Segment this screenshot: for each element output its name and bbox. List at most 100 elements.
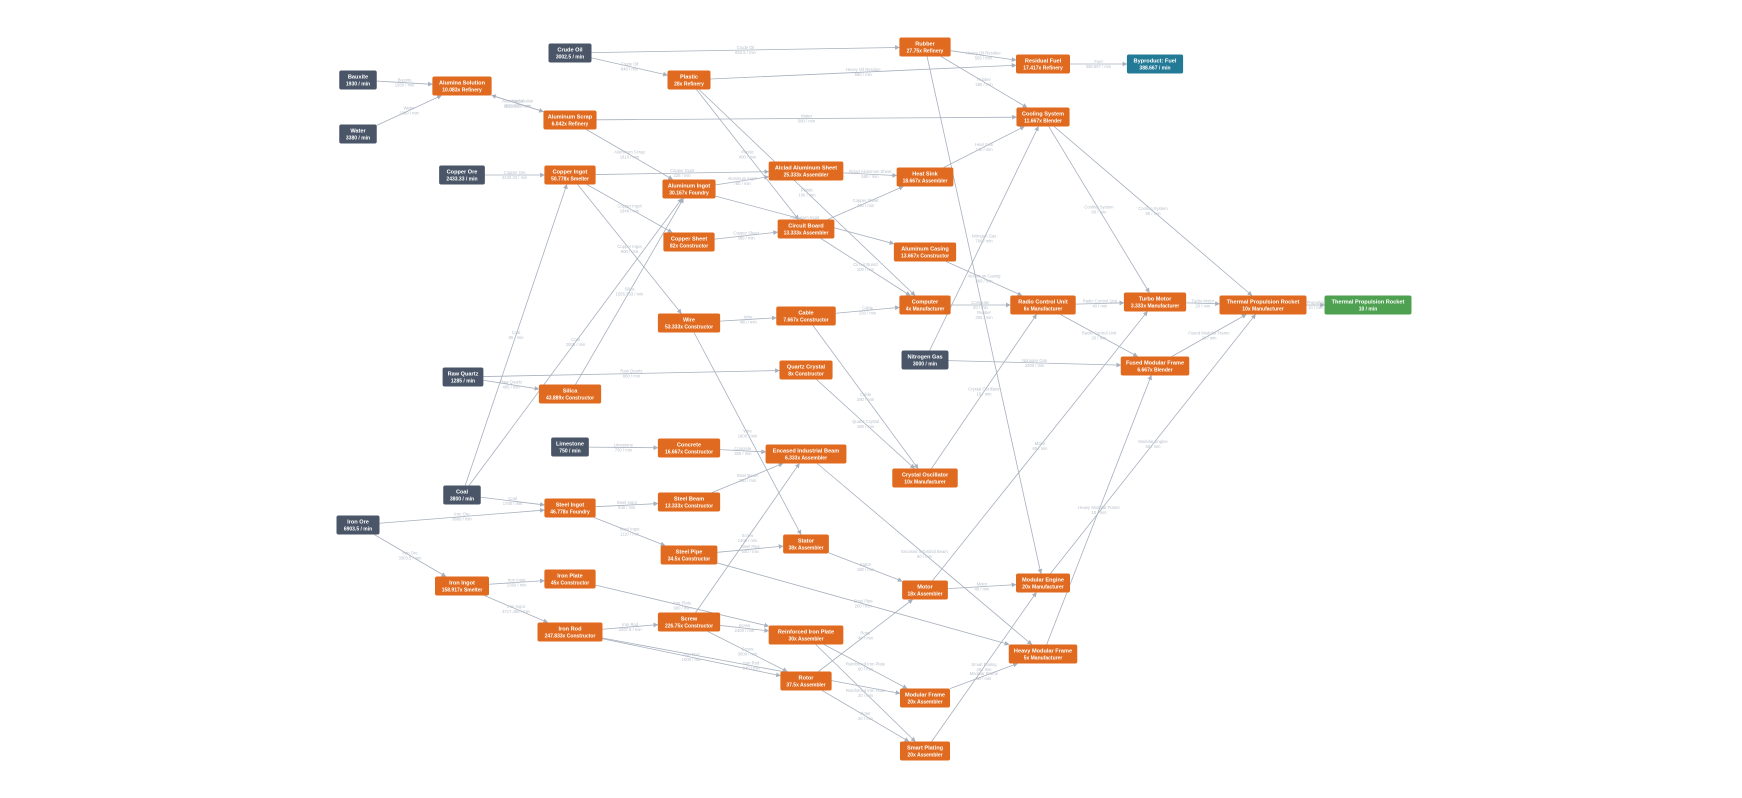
node-box[interactable] (662, 179, 716, 199)
node-box[interactable] (544, 498, 596, 518)
node-box[interactable] (899, 741, 951, 761)
node-box[interactable] (544, 569, 596, 589)
node-box[interactable] (768, 161, 844, 181)
node-box[interactable] (1126, 54, 1184, 74)
node-box[interactable] (779, 360, 833, 380)
node-box[interactable] (768, 625, 844, 645)
node-box[interactable] (543, 110, 597, 130)
node-box[interactable] (1123, 292, 1187, 312)
node-box[interactable] (551, 437, 589, 457)
node-box[interactable] (657, 438, 721, 458)
node-box[interactable] (537, 622, 603, 642)
node-box[interactable] (896, 167, 954, 187)
node-box[interactable] (1016, 573, 1070, 593)
node-box[interactable] (439, 165, 485, 185)
node-box[interactable] (339, 124, 377, 144)
node-box[interactable] (663, 232, 715, 252)
node-box[interactable] (1324, 295, 1412, 315)
node-box[interactable] (899, 688, 951, 708)
node-box[interactable] (336, 515, 380, 535)
node-box[interactable] (657, 612, 721, 632)
node-box[interactable] (435, 576, 489, 596)
node-box[interactable] (667, 70, 711, 90)
node-box[interactable] (899, 295, 951, 315)
node-box[interactable] (777, 219, 835, 239)
node-box[interactable] (1120, 356, 1190, 376)
node-box[interactable] (432, 76, 492, 96)
node-box[interactable] (538, 384, 602, 404)
node-box[interactable] (544, 165, 596, 185)
node-box[interactable] (892, 468, 958, 488)
node-box[interactable] (1219, 295, 1307, 315)
node-box[interactable] (893, 242, 957, 262)
node-box[interactable] (1008, 644, 1078, 664)
node-box[interactable] (657, 313, 721, 333)
node-box[interactable] (765, 444, 847, 464)
node-box[interactable] (901, 350, 949, 370)
node-box[interactable] (783, 534, 829, 554)
node-box[interactable] (442, 367, 484, 387)
node-box[interactable] (776, 306, 836, 326)
node-box[interactable] (339, 70, 377, 90)
node-box[interactable] (660, 545, 718, 565)
node-box[interactable] (1016, 107, 1070, 127)
node-box[interactable] (657, 492, 721, 512)
node-box[interactable] (548, 43, 592, 63)
node-box[interactable] (780, 671, 832, 691)
node-box[interactable] (902, 580, 948, 600)
node-box[interactable] (1010, 295, 1076, 315)
node-box[interactable] (1016, 54, 1070, 74)
node-box[interactable] (899, 37, 951, 57)
